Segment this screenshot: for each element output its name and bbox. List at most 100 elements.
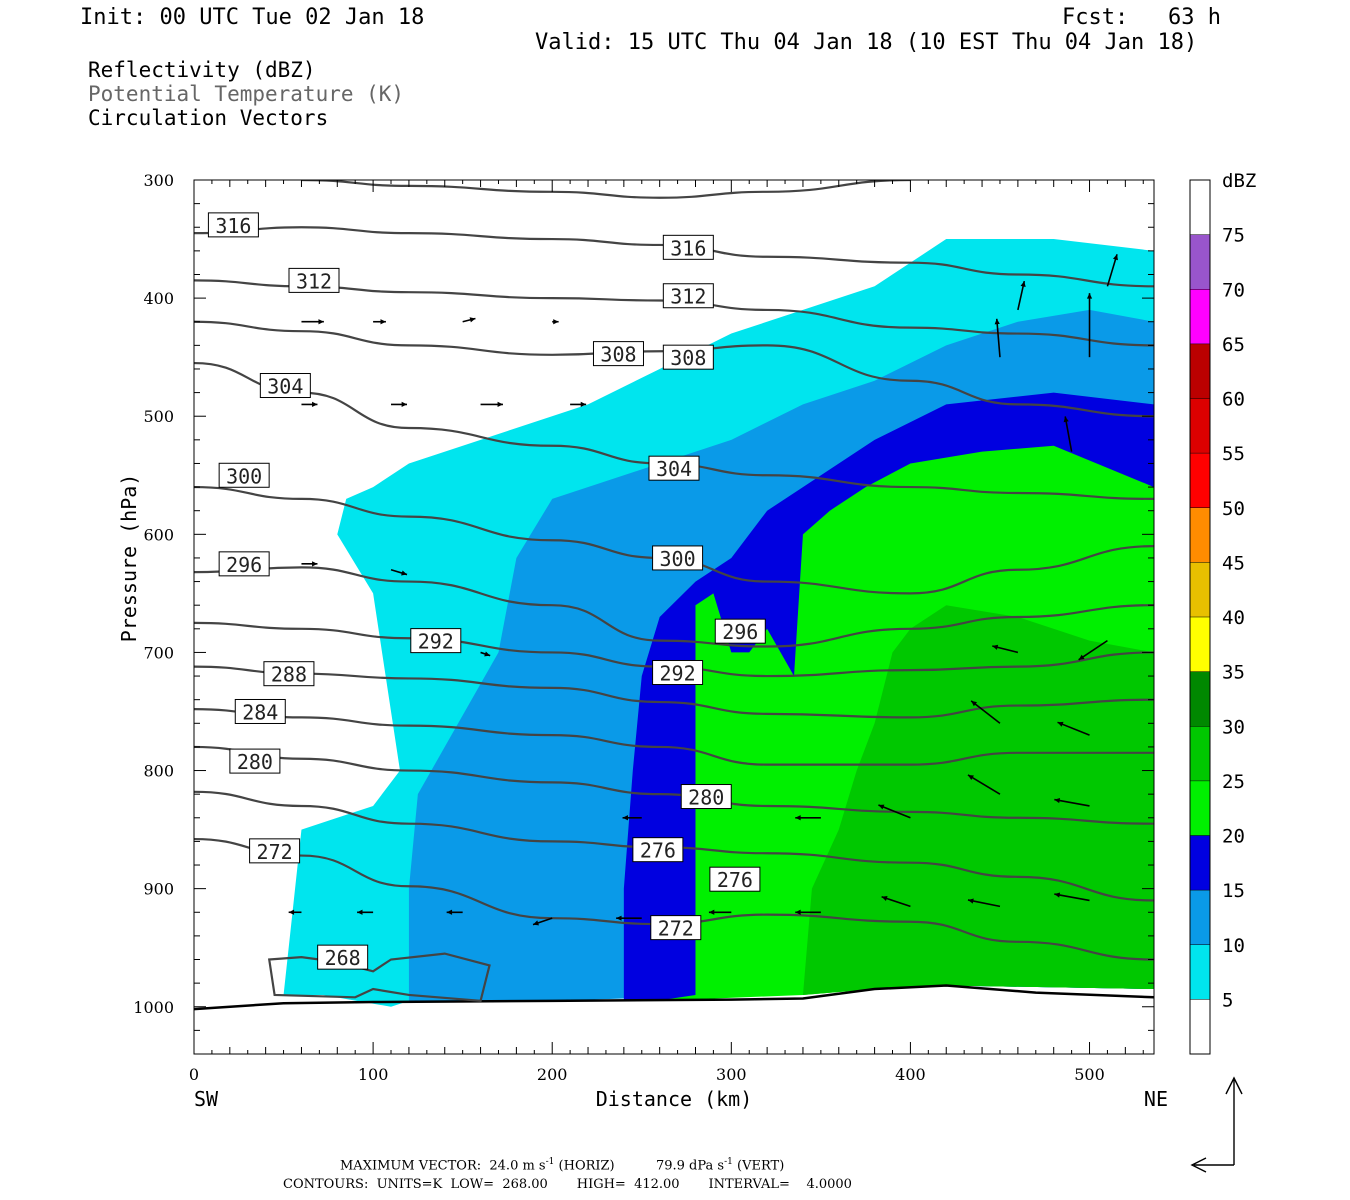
vector-shaft bbox=[995, 318, 1001, 358]
vector-shaft bbox=[1054, 893, 1090, 902]
colorbar-label: 10 bbox=[1222, 935, 1245, 957]
vector-head bbox=[967, 774, 974, 780]
y-tick-label: 400 bbox=[143, 289, 174, 308]
colorbar-swatch bbox=[1190, 999, 1210, 1054]
vector-shaft bbox=[1106, 254, 1118, 287]
contour-label-276: 276 bbox=[640, 839, 676, 863]
colorbar-swatch bbox=[1190, 343, 1210, 399]
contour-label-316: 316 bbox=[670, 236, 706, 260]
vector-head bbox=[967, 898, 974, 904]
vector-head bbox=[497, 401, 503, 408]
contour-label-276: 276 bbox=[717, 868, 753, 892]
colorbar-label: 40 bbox=[1222, 607, 1245, 629]
vector-head bbox=[622, 815, 628, 821]
vector-head bbox=[1020, 281, 1026, 287]
vector-shaft bbox=[1057, 721, 1090, 736]
colorbar-swatch bbox=[1190, 562, 1210, 617]
contour-label-272: 272 bbox=[658, 917, 694, 941]
vector-head bbox=[357, 909, 363, 915]
colorbar-swatch bbox=[1190, 780, 1210, 836]
reflectivity-region-25dbz bbox=[802, 605, 1154, 995]
circulation-vector bbox=[288, 909, 302, 915]
contour-label-296: 296 bbox=[722, 620, 758, 644]
contour-label-280: 280 bbox=[688, 786, 724, 810]
contour-label-box bbox=[229, 748, 281, 774]
circulation-vector bbox=[881, 895, 911, 908]
vector-head bbox=[1078, 654, 1085, 660]
contour-label-272: 272 bbox=[257, 840, 293, 864]
contour-label-box bbox=[218, 551, 270, 577]
horiz-value: 24.0 m s bbox=[489, 1158, 546, 1174]
colorbar-label: 30 bbox=[1222, 716, 1245, 738]
vector-head bbox=[795, 815, 801, 821]
horiz-unit: (HORIZ) bbox=[558, 1158, 615, 1174]
vert-exponent: -1 bbox=[724, 1157, 733, 1167]
plot-frame bbox=[193, 179, 1155, 1055]
vector-head bbox=[288, 909, 295, 915]
circulation-vector bbox=[622, 815, 642, 821]
vector-head bbox=[318, 319, 324, 325]
contour-label-box bbox=[662, 234, 714, 260]
contour-label-box bbox=[652, 545, 704, 571]
circulation-vector bbox=[391, 401, 408, 408]
colorbar-label: 70 bbox=[1222, 279, 1245, 301]
colorbar-swatch bbox=[1190, 944, 1210, 1000]
contour-label-box bbox=[207, 212, 259, 238]
vector-head bbox=[580, 401, 587, 408]
circulation-vector bbox=[1106, 254, 1118, 287]
circulation-vector bbox=[301, 561, 318, 567]
contour-label-288: 288 bbox=[271, 663, 307, 687]
vector-head bbox=[401, 570, 408, 576]
legend-vectors: Circulation Vectors bbox=[88, 106, 329, 130]
contour-label-296: 296 bbox=[226, 553, 262, 577]
vector-head bbox=[878, 804, 885, 810]
vector-head bbox=[795, 909, 801, 915]
colorbar-swatch bbox=[1190, 671, 1210, 727]
circulation-vector bbox=[1063, 416, 1073, 452]
vector-head bbox=[553, 319, 559, 325]
init-time: Init: 00 UTC Tue 02 Jan 18 bbox=[80, 5, 425, 30]
theta-contour-312 bbox=[194, 279, 1154, 347]
colorbar-swatch bbox=[1190, 180, 1210, 235]
horiz-exponent: -1 bbox=[545, 1157, 555, 1167]
vector-head bbox=[708, 909, 715, 915]
colorbar-label: 50 bbox=[1222, 498, 1245, 520]
circulation-vector bbox=[552, 319, 559, 325]
max-vector-label: MAXIMUM VECTOR: bbox=[340, 1158, 482, 1174]
vector-head bbox=[380, 319, 386, 325]
contour-label-box bbox=[662, 283, 714, 309]
contour-label-box bbox=[662, 344, 714, 370]
circulation-vector bbox=[708, 909, 732, 915]
vector-head bbox=[533, 920, 539, 926]
circulation-vector bbox=[373, 319, 386, 325]
colorbar-swatch bbox=[1190, 398, 1210, 454]
terrain-line bbox=[193, 984, 1155, 1011]
valid-time: Valid: 15 UTC Thu 04 Jan 18 (10 EST Thu … bbox=[535, 30, 1198, 55]
circulation-vector bbox=[1054, 797, 1090, 807]
vector-head bbox=[1054, 797, 1061, 804]
colorbar-swatch bbox=[1190, 835, 1210, 891]
circulation-vector bbox=[357, 909, 374, 915]
circulation-vector bbox=[390, 568, 408, 576]
vector-head bbox=[1054, 892, 1061, 898]
contour-label-box bbox=[249, 838, 301, 864]
colorbar-swatch bbox=[1190, 726, 1210, 781]
contour-label-316: 316 bbox=[215, 214, 251, 238]
contour-label-280: 280 bbox=[237, 750, 273, 774]
x-tick-label: 200 bbox=[537, 1065, 568, 1084]
y-tick-label: 1000 bbox=[133, 998, 174, 1017]
contour-label-312: 312 bbox=[296, 269, 332, 293]
theta-contour-320 bbox=[301, 180, 911, 199]
y-tick-label: 700 bbox=[143, 643, 174, 662]
colorbar-label: 25 bbox=[1222, 771, 1245, 793]
colorbar-label: 55 bbox=[1222, 443, 1245, 465]
legend-theta: Potential Temperature (K) bbox=[88, 82, 405, 106]
contour-label-308: 308 bbox=[600, 343, 636, 367]
colorbar-label: 5 bbox=[1222, 989, 1233, 1011]
x-tick-label: 300 bbox=[716, 1065, 747, 1084]
colorbar-swatch bbox=[1190, 289, 1210, 344]
vector-head bbox=[1086, 293, 1093, 299]
colorbar-label: 20 bbox=[1222, 826, 1245, 848]
circulation-vector bbox=[532, 917, 553, 926]
contour-label-box bbox=[709, 866, 761, 892]
